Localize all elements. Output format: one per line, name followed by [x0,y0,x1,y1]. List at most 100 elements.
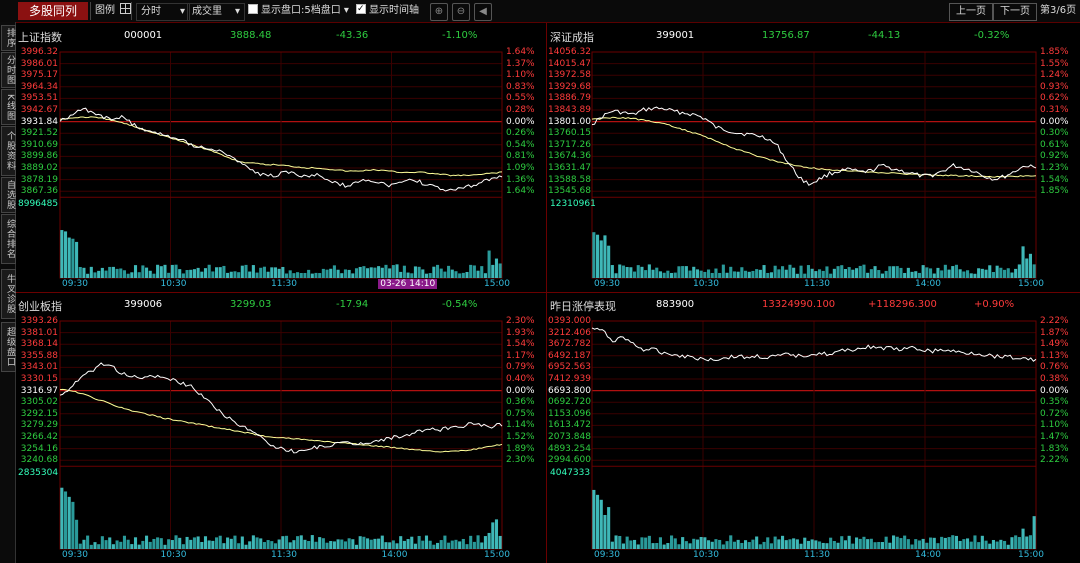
volume-bar [662,272,666,278]
volume-bar [681,266,685,278]
sidebar-item-timeshare[interactable]: 分时图 [1,52,16,88]
volume-bar [1006,268,1010,278]
prev-page-button[interactable]: 上一页 [949,3,993,21]
show-timeline-toggle[interactable]: 显示时间轴 [356,1,419,19]
volume-bar [443,535,447,549]
y-tick-label: 3878.19 [20,174,58,185]
volume-bar [465,544,469,549]
volume-bar [67,237,71,278]
legend-button[interactable]: 图例 [95,3,132,19]
volume-bar [413,266,417,278]
volume-bar [929,268,933,278]
y-tick-label: 13972.58 [548,70,591,81]
sidebar-item-sort[interactable]: 排序 [1,25,16,51]
volume-bar [1028,253,1032,278]
volume-bar [296,272,300,278]
chart-panel-gem-index[interactable]: 创业板指 399006 3299.03 -17.94 -0.54% 3393.26 2.30… [16,295,546,563]
sidebar-item-watchlist[interactable]: 自选股 [1,177,16,213]
volume-bar [633,271,637,278]
volume-bar [954,264,958,278]
volume-bar [818,269,822,278]
sidebar-item-profile[interactable]: 个股资料 [1,126,16,176]
volume-bar [988,543,992,549]
y-tick-label: 3867.36 [20,186,58,197]
zoom-in-icon[interactable]: ⊕ [430,3,448,21]
y-tick-label: 13631.47 [548,163,591,173]
volume-bar [237,543,241,549]
time-tick-label: 15:00 [484,550,510,560]
show-timeline-label: 显示时间轴 [369,5,419,16]
volume-bar [159,266,163,278]
y-tick-label: 13760.15 [548,128,591,139]
volume-bar [130,544,134,549]
volume-bar [769,272,773,278]
volume-bar [133,537,138,549]
volume-bar [843,540,847,549]
pct-tick-label: 1.14% [506,420,535,431]
panel-header: 深证成指 399001 13756.87 -44.13 -0.32% [548,26,1080,44]
y-tick-label: 14015.47 [548,58,591,69]
volume-bar [310,273,314,278]
volume-bar [832,268,836,278]
caret-down-icon[interactable]: ▾ [343,5,349,16]
volume-bar [170,540,174,549]
show-timeline-checkbox[interactable] [356,1,366,17]
volume-bar [910,544,914,549]
y-tick-label: 13801.00 [548,116,591,127]
volume-bar [167,539,171,549]
volume-bar [747,542,751,549]
volume-bar [82,267,86,278]
volume-bar [307,540,311,549]
window-title-tab[interactable]: 多股同列 [18,2,88,20]
volume-bar [244,544,248,549]
sidebar-item-ranking[interactable]: 综合排名 [1,214,16,264]
period-select[interactable]: 分时 ▾ [136,3,190,21]
volume-bar [825,543,829,549]
volume-bar [940,536,944,549]
volume-value: 12310961 [550,199,596,210]
sidebar-item-diagnosis[interactable]: 牛叉诊股 [1,269,16,319]
volume-bar [215,537,219,549]
volume-bar [795,273,799,278]
pct-tick-label: 0.55% [506,93,535,104]
y-tick-label: 3889.02 [20,163,58,173]
chart-panel-sh-index[interactable]: 上证指数 000001 3888.48 -43.36 -1.10% 3996.32 1.64… [16,26,546,292]
chart-panel-limitup[interactable]: 昨日涨停表现 883900 13324990.100 +118296.300 +0.90… [548,295,1080,563]
plot-border [59,320,503,550]
volume-bar [366,538,370,549]
next-page-button[interactable]: 下一页 [993,3,1037,21]
sidebar-item-superboard[interactable]: 超级盘口 [1,322,16,372]
zoom-out-icon[interactable]: ⊖ [452,3,470,21]
sidebar-item-kline[interactable]: K线图 [1,89,16,125]
volume-bar [751,539,755,549]
volume-bar [75,241,79,278]
volume-bar [148,541,152,549]
indicator-select[interactable]: 成交里 ▾ [187,3,245,21]
volume-bar [947,269,951,278]
time-tick-label: 15:00 [484,279,510,289]
volume-bar [703,271,707,278]
y-tick-label: 3316.97 [20,385,58,396]
pct-tick-label: 2.30% [506,316,535,326]
show-board-checkbox[interactable] [248,4,258,14]
volume-bar [343,269,347,278]
volume-bar [670,272,674,278]
volume-bar [211,271,215,278]
volume-bar [995,541,999,549]
volume-bar [899,267,903,278]
back-arrow-icon[interactable]: ◀ [474,3,492,21]
volume-bar [858,265,862,278]
volume-bar [122,270,126,278]
volume-bar [618,535,622,549]
volume-bar [744,540,748,549]
chart-panel-sz-index[interactable]: 深证成指 399001 13756.87 -44.13 -0.32% 14056.32 1.… [548,26,1080,292]
volume-bar [111,266,115,278]
show-board-toggle[interactable]: 显示盘口:5档盘口 ▾ [248,3,349,19]
volume-bar [592,489,596,549]
index-price: 3299.03 [230,299,272,310]
y-tick-label: 3212.406 [548,327,591,338]
caret-down-icon: ▾ [234,6,240,17]
volume-bar [699,270,703,278]
volume-bar [75,519,79,549]
volume-bar [152,273,156,278]
